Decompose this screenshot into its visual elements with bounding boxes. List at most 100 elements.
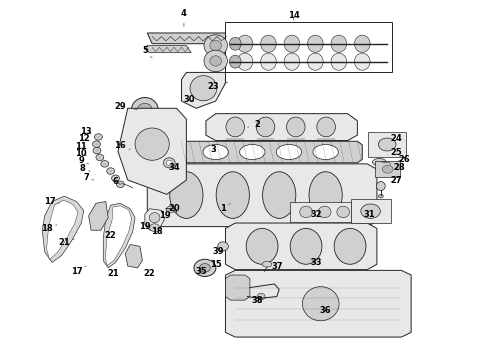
- Ellipse shape: [261, 35, 276, 52]
- Ellipse shape: [131, 98, 158, 123]
- Polygon shape: [225, 270, 411, 337]
- Text: 29: 29: [115, 102, 137, 111]
- Ellipse shape: [166, 206, 175, 213]
- Text: 6: 6: [113, 177, 121, 186]
- Polygon shape: [225, 275, 250, 300]
- Ellipse shape: [276, 144, 302, 159]
- Text: 26: 26: [398, 155, 410, 164]
- Ellipse shape: [93, 147, 101, 154]
- Text: 33: 33: [310, 258, 321, 267]
- Ellipse shape: [331, 53, 346, 70]
- Polygon shape: [181, 72, 225, 108]
- Ellipse shape: [376, 181, 385, 190]
- Polygon shape: [103, 203, 135, 268]
- Ellipse shape: [114, 177, 117, 179]
- Text: 30: 30: [183, 95, 195, 104]
- Ellipse shape: [263, 172, 296, 219]
- Ellipse shape: [101, 161, 109, 167]
- Ellipse shape: [135, 128, 169, 160]
- Ellipse shape: [109, 170, 112, 172]
- Text: 28: 28: [393, 163, 405, 172]
- Ellipse shape: [261, 53, 276, 70]
- Ellipse shape: [229, 55, 241, 68]
- Text: 20: 20: [169, 204, 180, 213]
- Ellipse shape: [284, 35, 300, 52]
- Text: 32: 32: [310, 210, 321, 219]
- Ellipse shape: [287, 117, 305, 137]
- Text: 37: 37: [271, 262, 283, 271]
- FancyBboxPatch shape: [375, 161, 400, 177]
- Ellipse shape: [290, 228, 322, 264]
- Text: 35: 35: [195, 267, 207, 276]
- Text: 7: 7: [83, 173, 94, 182]
- Polygon shape: [125, 244, 143, 268]
- Ellipse shape: [119, 183, 122, 185]
- Ellipse shape: [98, 156, 101, 158]
- FancyBboxPatch shape: [368, 132, 406, 157]
- Text: 17: 17: [71, 266, 86, 276]
- Text: 12: 12: [78, 134, 90, 143]
- Text: 21: 21: [107, 269, 119, 278]
- Ellipse shape: [170, 172, 203, 219]
- Polygon shape: [145, 209, 164, 230]
- Ellipse shape: [337, 206, 349, 218]
- Ellipse shape: [194, 259, 216, 276]
- Ellipse shape: [216, 172, 249, 219]
- FancyBboxPatch shape: [291, 202, 351, 222]
- Polygon shape: [147, 33, 230, 44]
- Polygon shape: [47, 200, 78, 260]
- Ellipse shape: [203, 144, 228, 159]
- Ellipse shape: [103, 163, 106, 165]
- Ellipse shape: [150, 224, 159, 231]
- Ellipse shape: [218, 242, 228, 251]
- Ellipse shape: [229, 37, 241, 50]
- Ellipse shape: [190, 76, 217, 101]
- Ellipse shape: [107, 168, 115, 174]
- Text: 38: 38: [251, 296, 263, 305]
- Text: 8: 8: [80, 164, 90, 173]
- Text: 23: 23: [207, 82, 228, 91]
- Text: 5: 5: [142, 46, 152, 58]
- Ellipse shape: [210, 56, 221, 66]
- Ellipse shape: [204, 50, 227, 72]
- Ellipse shape: [204, 35, 227, 56]
- Text: 17: 17: [44, 197, 59, 206]
- Ellipse shape: [226, 117, 245, 137]
- Ellipse shape: [97, 136, 100, 138]
- Text: 1: 1: [220, 203, 230, 213]
- Ellipse shape: [112, 175, 120, 181]
- Ellipse shape: [166, 160, 172, 165]
- Ellipse shape: [378, 194, 383, 198]
- Ellipse shape: [317, 117, 335, 137]
- Ellipse shape: [284, 53, 300, 70]
- Text: 22: 22: [144, 269, 156, 278]
- Ellipse shape: [382, 165, 393, 173]
- FancyBboxPatch shape: [225, 22, 392, 72]
- Ellipse shape: [378, 138, 396, 151]
- Ellipse shape: [96, 149, 98, 152]
- Text: 21: 21: [58, 238, 74, 247]
- Text: 25: 25: [388, 148, 402, 157]
- Polygon shape: [118, 108, 186, 194]
- Text: 18: 18: [41, 224, 57, 233]
- Polygon shape: [89, 202, 108, 230]
- Text: 31: 31: [364, 210, 375, 219]
- Ellipse shape: [93, 141, 100, 147]
- Polygon shape: [145, 45, 191, 53]
- Ellipse shape: [309, 172, 342, 219]
- Ellipse shape: [318, 206, 331, 218]
- Text: 10: 10: [75, 149, 87, 158]
- Ellipse shape: [210, 40, 221, 51]
- Ellipse shape: [163, 158, 175, 168]
- Text: 19: 19: [159, 211, 170, 220]
- Ellipse shape: [331, 35, 346, 52]
- Ellipse shape: [149, 213, 160, 223]
- Ellipse shape: [240, 144, 265, 159]
- Ellipse shape: [117, 181, 124, 188]
- Text: 4: 4: [181, 9, 187, 27]
- Polygon shape: [225, 223, 377, 270]
- Text: 22: 22: [105, 231, 117, 240]
- Ellipse shape: [257, 293, 265, 300]
- Text: 16: 16: [115, 141, 130, 150]
- Polygon shape: [206, 114, 357, 140]
